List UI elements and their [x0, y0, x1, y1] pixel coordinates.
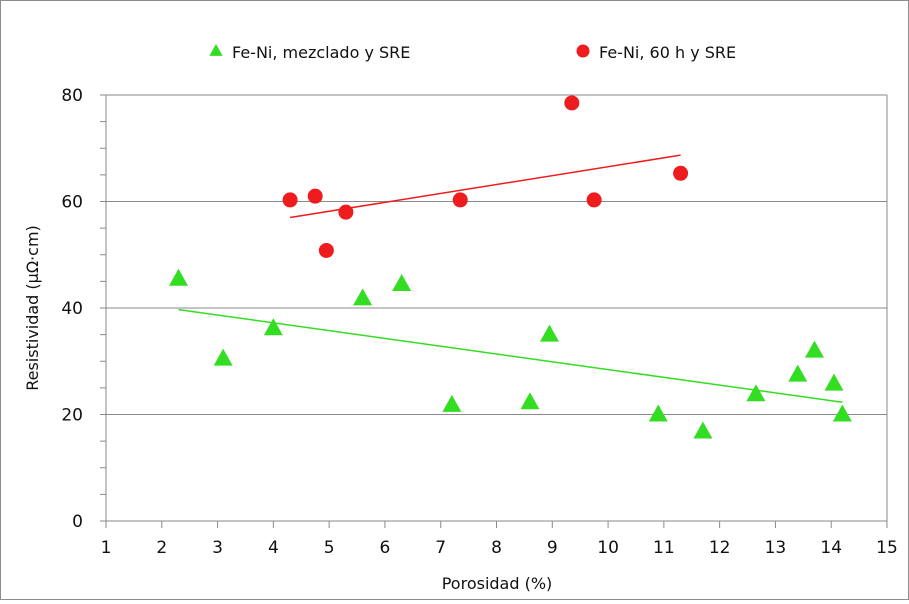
x-tick-label-2: 2 — [156, 538, 167, 558]
y-tick-label-40: 40 — [61, 299, 83, 319]
x-tick-label-14: 14 — [820, 538, 842, 558]
legend: Fe-Ni, mezclado y SRE Fe-Ni, 60 h y SRE — [209, 43, 736, 62]
point-circle-4 — [452, 192, 468, 208]
x-tick-label-9: 9 — [547, 538, 558, 558]
point-triangle-7 — [539, 324, 559, 342]
point-circle-0 — [282, 192, 298, 208]
x-tick-label-11: 11 — [653, 538, 675, 558]
trendline-series-0 — [178, 308, 843, 403]
point-triangle-0 — [169, 268, 189, 286]
x-tick-label-10: 10 — [597, 538, 619, 558]
legend-marker-circle — [576, 44, 590, 58]
point-triangle-10 — [746, 384, 766, 402]
y-tick-label-0: 0 — [72, 512, 83, 532]
point-triangle-4 — [392, 274, 412, 292]
point-triangle-13 — [824, 373, 844, 391]
gridlines — [106, 94, 887, 415]
point-circle-5 — [564, 95, 580, 111]
point-triangle-14 — [832, 404, 852, 422]
data-points — [169, 95, 852, 439]
point-circle-6 — [586, 192, 602, 208]
y-tick-label-80: 80 — [61, 86, 83, 106]
point-circle-7 — [673, 165, 689, 181]
x-tick-label-7: 7 — [435, 538, 446, 558]
point-circle-2 — [318, 242, 334, 258]
legend-label-fe-ni-60h: Fe-Ni, 60 h y SRE — [599, 43, 736, 62]
point-triangle-9 — [693, 421, 713, 439]
point-triangle-5 — [442, 394, 462, 412]
trendlines — [178, 154, 843, 403]
y-axis-title: Resistividad (µΩ·cm) — [23, 225, 42, 391]
point-triangle-3 — [353, 288, 373, 306]
x-tick-label-6: 6 — [380, 538, 391, 558]
trendline-series-1 — [289, 154, 681, 219]
x-tick-label-1: 1 — [101, 538, 112, 558]
point-circle-3 — [338, 204, 354, 220]
y-tick-label-20: 20 — [61, 406, 83, 426]
legend-label-fe-ni-mezclado: Fe-Ni, mezclado y SRE — [232, 43, 410, 62]
x-tick-label-3: 3 — [212, 538, 223, 558]
point-triangle-6 — [520, 392, 540, 410]
y-tick-label-60: 60 — [61, 193, 83, 213]
x-axis-title: Porosidad (%) — [442, 574, 553, 593]
point-triangle-2 — [263, 318, 283, 336]
point-triangle-8 — [648, 404, 668, 422]
x-axis-ticks: 1 2 3 4 5 6 7 8 9 10 11 12 13 14 15 — [101, 521, 898, 558]
point-triangle-11 — [788, 364, 808, 382]
point-triangle-1 — [213, 348, 233, 366]
x-tick-label-4: 4 — [268, 538, 279, 558]
point-circle-1 — [307, 188, 323, 204]
y-axis-ticks: 0 20 40 60 80 — [61, 86, 106, 532]
x-tick-label-5: 5 — [324, 538, 335, 558]
legend-marker-triangle — [209, 44, 223, 56]
x-tick-label-15: 15 — [876, 538, 898, 558]
x-tick-label-8: 8 — [491, 538, 502, 558]
x-tick-label-12: 12 — [709, 538, 731, 558]
x-tick-label-13: 13 — [765, 538, 787, 558]
point-triangle-12 — [804, 340, 824, 358]
